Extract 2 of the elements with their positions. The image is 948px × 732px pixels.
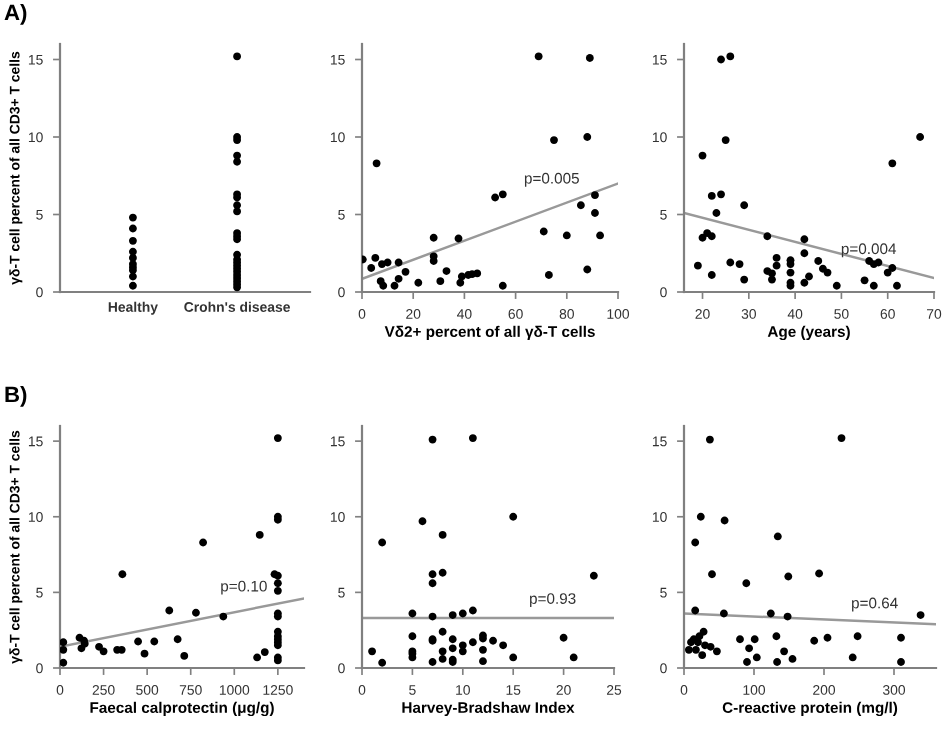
text: A) <box>4 4 27 25</box>
text: B) <box>5 386 27 407</box>
